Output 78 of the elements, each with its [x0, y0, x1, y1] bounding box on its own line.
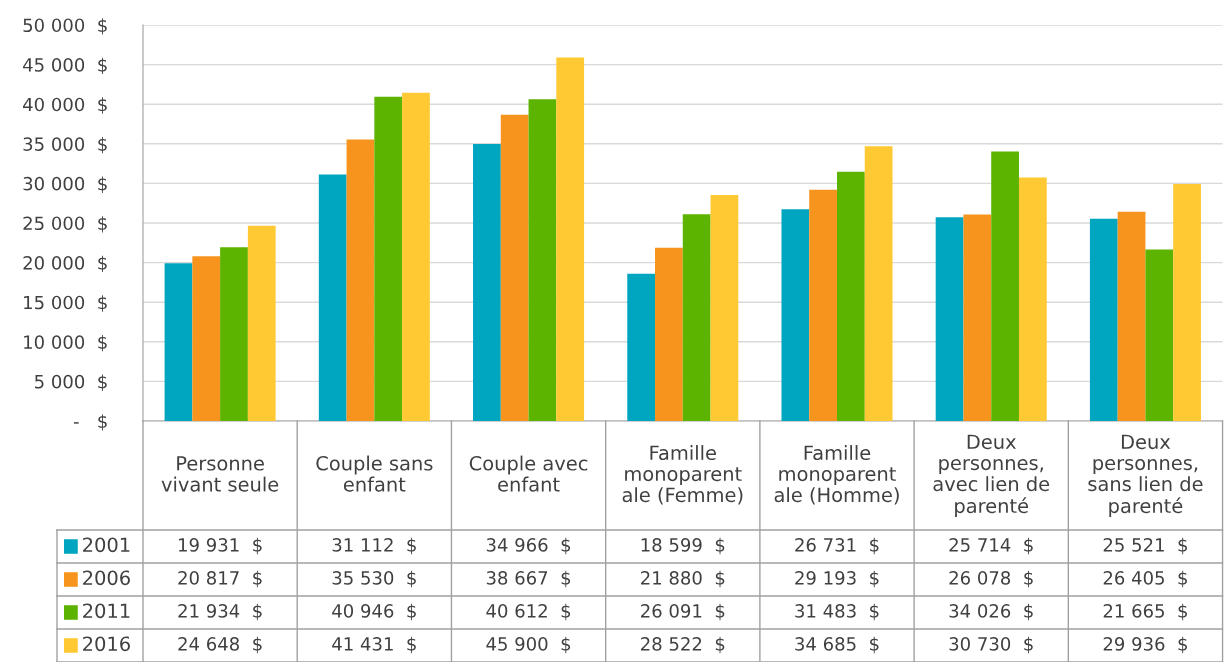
bar	[528, 99, 557, 421]
data-label: 26 405 $	[1103, 570, 1188, 588]
data-label: 25 714 $	[949, 537, 1033, 555]
y-tick-label: 15 000 $	[24, 295, 107, 312]
x-tick-label: Famille monoparent ale (Homme)	[774, 445, 899, 505]
data-label: 18 599 $	[641, 537, 725, 555]
bar	[781, 209, 810, 421]
y-tick-label: 40 000 $	[23, 97, 107, 114]
x-tick-label: Personne vivant seule	[161, 456, 279, 492]
y-tick-label: 30 000 $	[23, 176, 107, 193]
legend-label: 2011	[83, 603, 130, 619]
data-label: 45 900 $	[486, 636, 571, 654]
bar	[164, 263, 193, 421]
bar	[1089, 218, 1118, 421]
data-label: 35 530 $	[332, 570, 416, 588]
bar	[935, 217, 964, 421]
bar	[346, 139, 375, 421]
data-label: 21 934 $	[178, 603, 262, 621]
x-tick-label: Couple sans enfant	[316, 455, 433, 492]
bar	[864, 146, 893, 421]
bar	[1145, 249, 1174, 421]
data-label: 31 483 $	[795, 603, 879, 621]
data-label: 40 946 $	[332, 603, 416, 621]
data-label: 29 193 $	[795, 570, 879, 588]
bar	[1117, 211, 1146, 421]
bar	[963, 214, 992, 421]
x-tick-label: Deux personnes, avec lien de parenté	[933, 434, 1050, 517]
bar	[627, 273, 656, 421]
y-tick-label: 45 000 $	[23, 57, 107, 75]
data-label: 31 112 $	[332, 537, 416, 555]
bar	[837, 171, 865, 421]
bar	[220, 247, 248, 421]
legend-label: 2016	[83, 636, 130, 652]
data-label: 34 966 $	[486, 537, 571, 555]
bar	[556, 57, 585, 421]
data-label: 29 936 $	[1103, 636, 1188, 654]
legend-label: 2001	[83, 537, 130, 553]
data-label: 26 078 $	[949, 570, 1033, 588]
data-label: 20 817 $	[178, 570, 262, 588]
data-label: 25 521 $	[1103, 537, 1188, 555]
data-label: 34 026 $	[949, 603, 1033, 621]
data-label: 34 685 $	[795, 636, 879, 654]
bar	[374, 96, 403, 421]
data-label: 30 730 $	[949, 636, 1033, 654]
bar	[1173, 183, 1201, 421]
legend-label: 2006	[83, 570, 130, 586]
data-label: 24 648 $	[178, 636, 262, 654]
bar	[682, 214, 711, 421]
bar	[473, 144, 501, 421]
bar	[1018, 177, 1047, 421]
bar	[247, 225, 276, 421]
bar	[192, 256, 221, 421]
data-label: 28 522 $	[641, 636, 725, 654]
data-label: 26 091 $	[641, 603, 725, 621]
y-tick-label: 50 000 $	[23, 18, 107, 35]
x-tick-label: Famille monoparent ale (Femme)	[622, 445, 743, 505]
y-tick-label: - $	[73, 414, 107, 431]
y-tick-label: 20 000 $	[23, 255, 107, 273]
data-label: 21 880 $	[641, 570, 725, 588]
data-label: 40 612 $	[486, 603, 571, 621]
bar	[991, 151, 1019, 421]
x-tick-label: Deux personnes, sans lien de parenté	[1088, 434, 1203, 517]
y-tick-label: 25 000 $	[23, 216, 107, 233]
data-label: 19 931 $	[179, 537, 262, 555]
bar	[318, 174, 347, 421]
bar	[809, 189, 837, 421]
data-label: 21 665 $	[1103, 603, 1188, 621]
x-tick-label: Couple avec enfant	[469, 455, 588, 492]
bar	[710, 195, 739, 421]
data-label: 38 667 $	[486, 570, 571, 588]
bar	[402, 92, 430, 421]
data-label: 41 431 $	[332, 636, 416, 654]
bar	[500, 114, 529, 421]
y-tick-label: 10 000 $	[24, 334, 107, 352]
y-tick-label: 35 000 $	[23, 136, 107, 154]
y-tick-label: 5 000 $	[35, 374, 107, 391]
data-label: 26 731 $	[795, 537, 879, 555]
bar	[655, 247, 683, 421]
